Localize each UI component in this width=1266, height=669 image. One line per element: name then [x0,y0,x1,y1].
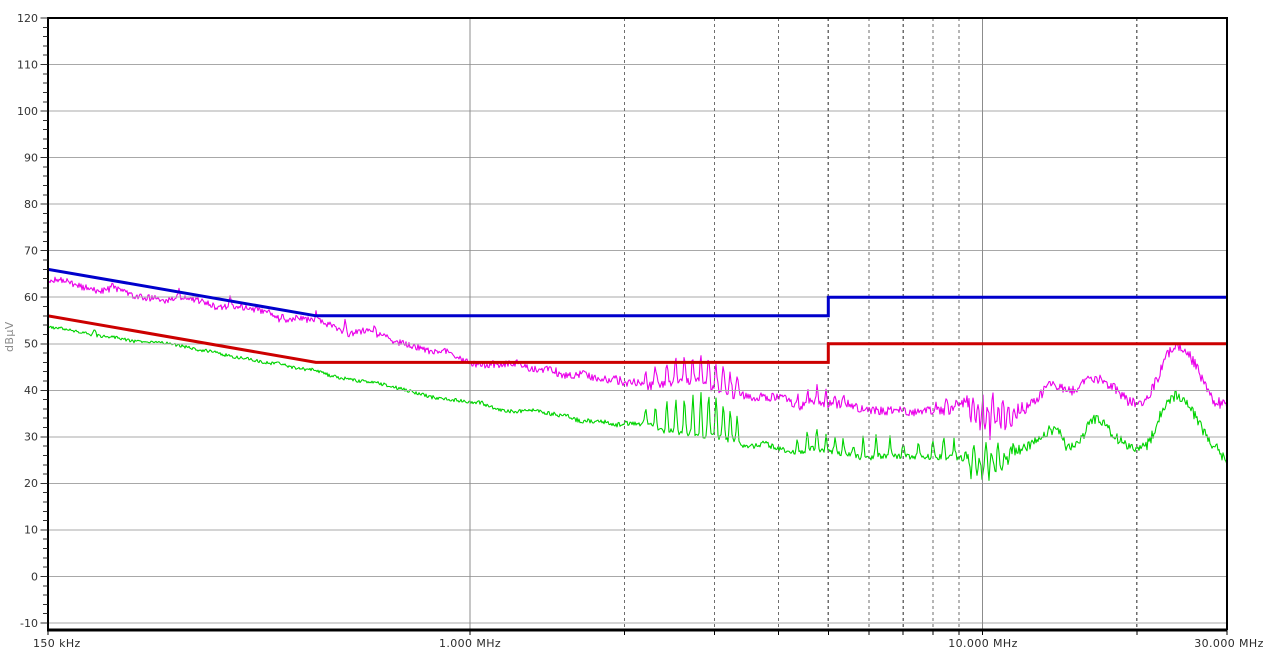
svg-text:100: 100 [17,105,38,118]
svg-text:30: 30 [24,431,38,444]
svg-text:90: 90 [24,151,38,164]
svg-text:40: 40 [24,384,38,397]
svg-text:80: 80 [24,198,38,211]
quasi-peak-limit [48,267,1227,318]
svg-text:110: 110 [17,58,38,71]
svg-text:0: 0 [31,570,38,583]
x-tick-label-10mhz: 10.000 MHz [948,637,1018,650]
x-tick-label-150khz: 150 kHz [33,637,81,650]
peak-trace [48,276,1227,441]
svg-text:60: 60 [24,291,38,304]
x-tick-label-1mhz: 1.000 MHz [438,637,502,650]
y-axis-unit-label: dBµV [3,321,16,352]
svg-text:-10: -10 [20,617,38,630]
svg-text:10: 10 [24,524,38,537]
svg-text:20: 20 [24,477,38,490]
x-tick-label-30mhz: 30.000 MHz [1194,637,1264,650]
average-trace [48,325,1227,481]
svg-text:70: 70 [24,244,38,257]
svg-text:50: 50 [24,338,38,351]
average-limit [48,314,1227,364]
svg-text:120: 120 [17,12,38,25]
